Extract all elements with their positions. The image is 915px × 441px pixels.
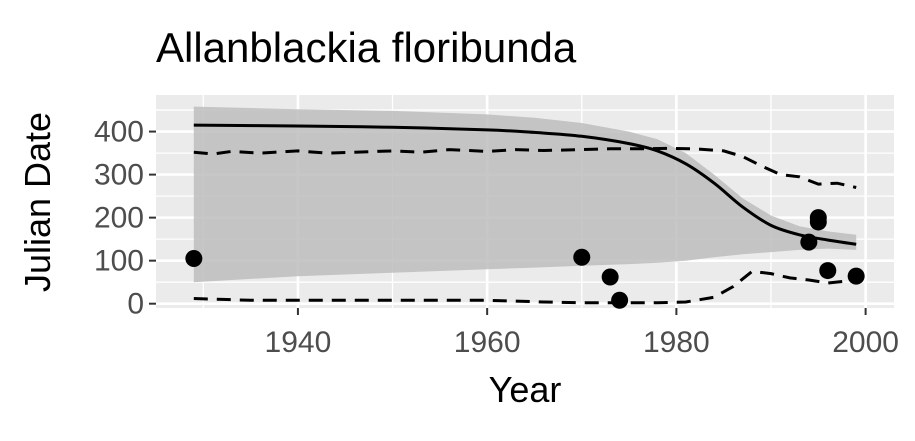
data-point bbox=[611, 291, 629, 309]
x-tick-label: 1940 bbox=[265, 326, 332, 359]
y-tick-label: 100 bbox=[94, 245, 144, 278]
x-tick-label: 2000 bbox=[832, 326, 899, 359]
data-point bbox=[800, 233, 818, 251]
fit-line bbox=[193, 123, 857, 246]
x-axis-title: Year bbox=[489, 369, 562, 410]
data-point bbox=[819, 262, 837, 280]
y-axis-title: Julian Date bbox=[17, 112, 58, 292]
confidence-band-layer bbox=[193, 106, 857, 283]
fit-line-layer bbox=[193, 123, 857, 246]
y-tick-label: 400 bbox=[94, 116, 144, 149]
y-tick-label: 300 bbox=[94, 159, 144, 192]
data-point bbox=[847, 267, 865, 285]
y-tick-label: 200 bbox=[94, 202, 144, 235]
data-point bbox=[185, 250, 203, 268]
data-points-layer bbox=[185, 209, 865, 309]
x-tick-label: 1960 bbox=[454, 326, 521, 359]
confidence-band bbox=[193, 106, 857, 283]
lower-quantile-line bbox=[193, 269, 857, 305]
y-tick-label: 0 bbox=[127, 288, 144, 321]
data-point bbox=[573, 248, 591, 266]
quantile-lines-layer bbox=[193, 146, 857, 305]
x-axis: 1940 1960 1980 2000 bbox=[265, 308, 899, 359]
y-axis: 0 100 200 300 400 bbox=[94, 116, 156, 321]
x-tick-label: 1980 bbox=[643, 326, 710, 359]
data-point bbox=[601, 268, 619, 286]
upper-quantile-line bbox=[193, 146, 857, 189]
chart-title: Allanblackia floribunda bbox=[156, 24, 577, 71]
data-point bbox=[809, 213, 827, 231]
